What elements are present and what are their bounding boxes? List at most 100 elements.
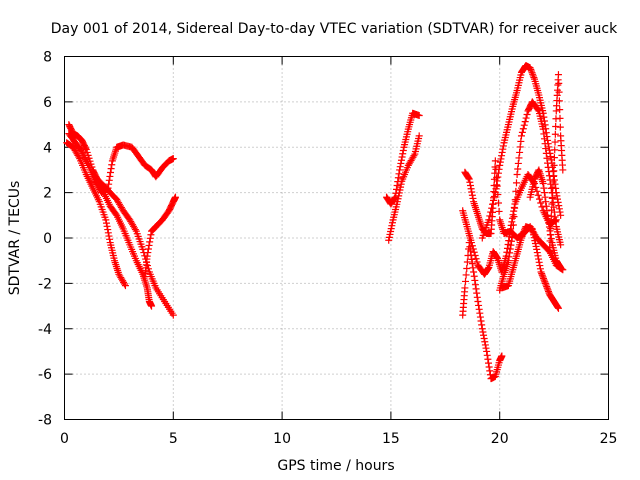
data-point-track-3 [105, 232, 113, 240]
data-point-track-11 [495, 165, 503, 173]
data-point-track-12 [510, 213, 518, 221]
data-point-track-4 [148, 302, 156, 310]
data-point-track-8 [468, 260, 476, 268]
data-point-track-8 [483, 347, 491, 355]
data-point-track-12 [517, 137, 525, 145]
data-point-track-7 [393, 181, 401, 189]
data-point-track-12 [541, 140, 549, 148]
data-point-track-13 [537, 268, 545, 276]
data-point-track-13 [536, 265, 544, 273]
data-point-track-12 [514, 165, 522, 173]
data-point-track-1 [82, 144, 90, 152]
data-point-track-5 [146, 238, 154, 246]
data-point-track-11 [493, 177, 501, 185]
data-point-track-13 [535, 255, 543, 263]
data-point-track-8 [471, 276, 479, 284]
data-point-track-8 [481, 338, 489, 346]
data-point-track-9 [535, 195, 543, 203]
y-axis-label: SDTVAR / TECUs [7, 181, 23, 296]
data-point-track-13 [538, 271, 546, 279]
data-point-track-8 [470, 272, 478, 280]
data-point-track-2 [108, 161, 116, 169]
data-point-track-11 [491, 189, 499, 197]
data-point-track-7 [392, 189, 400, 197]
data-point-track-8 [471, 281, 479, 289]
data-point-track-10 [493, 174, 501, 182]
data-point-track-8 [461, 284, 469, 292]
data-point-track-10 [465, 175, 473, 183]
data-point-track-15 [542, 202, 550, 210]
data-point-track-12 [513, 170, 521, 178]
data-point-track-10 [468, 188, 476, 196]
data-point-track-11 [490, 193, 498, 201]
data-point-track-5 [147, 231, 155, 239]
y-tick-label: -4 [38, 322, 52, 338]
data-point-track-13 [518, 232, 526, 240]
data-point-track-8 [475, 301, 483, 309]
data-point-track-14 [556, 123, 564, 131]
data-point-track-14 [551, 138, 559, 146]
data-point-track-8 [477, 317, 485, 325]
data-point-track-15 [543, 207, 551, 215]
data-point-track-11 [528, 69, 536, 77]
data-point-track-11 [547, 153, 555, 161]
data-point-track-10 [467, 185, 475, 193]
data-point-track-11 [555, 202, 563, 210]
data-point-track-12 [508, 233, 516, 241]
data-point-track-12 [505, 253, 513, 261]
data-point-track-15 [541, 193, 549, 201]
x-tick-label: 15 [382, 431, 400, 447]
data-point-track-12 [519, 125, 527, 133]
data-point-track-13 [533, 245, 541, 253]
data-point-track-11 [529, 70, 537, 78]
data-point-track-1 [169, 311, 177, 319]
data-point-track-13 [519, 231, 527, 239]
data-point-track-8 [476, 313, 484, 321]
data-point-track-15 [544, 215, 552, 223]
data-point-track-11 [554, 195, 562, 203]
data-point-track-12 [506, 245, 514, 253]
x-tick-label: 25 [600, 431, 618, 447]
y-tick-label: 2 [43, 186, 52, 202]
data-point-track-9 [472, 255, 480, 263]
data-point-track-11 [494, 169, 502, 177]
data-point-track-1 [131, 226, 139, 234]
data-point-track-3 [102, 216, 110, 224]
x-axis-label: GPS time / hours [277, 458, 394, 474]
data-point-track-12 [552, 218, 560, 226]
data-point-track-8 [470, 268, 478, 276]
data-point-track-2 [169, 155, 177, 163]
data-point-track-11 [485, 216, 493, 224]
data-point-track-8 [486, 367, 494, 375]
data-point-track-5 [144, 245, 152, 253]
data-point-track-11 [540, 113, 548, 121]
data-point-track-10 [469, 194, 477, 202]
data-point-track-13 [543, 283, 551, 291]
data-point-track-7 [399, 146, 407, 154]
data-point-track-12 [516, 148, 524, 156]
data-point-track-12 [507, 241, 515, 249]
data-point-track-9 [533, 187, 541, 195]
data-point-track-8 [482, 344, 490, 352]
data-point-track-9 [469, 245, 477, 253]
data-point-track-9 [538, 203, 546, 211]
chart-title: Day 001 of 2014, Sidereal Day-to-day VTE… [51, 21, 618, 37]
data-point-track-7 [394, 174, 402, 182]
data-point-track-7 [394, 178, 402, 186]
data-point-track-8 [468, 255, 476, 263]
data-point-track-11 [527, 67, 535, 75]
data-point-track-7 [415, 111, 423, 119]
data-point-track-14 [551, 130, 559, 138]
data-point-track-7 [397, 159, 405, 167]
axis-ticks: 0 5 10 15 20 25 -8 -6 -4 -2 0 2 4 6 8 [38, 50, 617, 448]
data-point-track-10 [491, 157, 499, 165]
data-point-track-8 [485, 363, 493, 371]
data-point-track-11 [545, 143, 553, 151]
data-point-track-7 [397, 156, 405, 164]
data-point-track-12 [521, 118, 529, 126]
data-point-track-11 [487, 208, 495, 216]
y-tick-label: 4 [43, 140, 52, 156]
data-point-track-9 [508, 218, 516, 226]
data-point-track-7 [391, 194, 399, 202]
data-point-track-13 [554, 303, 562, 311]
